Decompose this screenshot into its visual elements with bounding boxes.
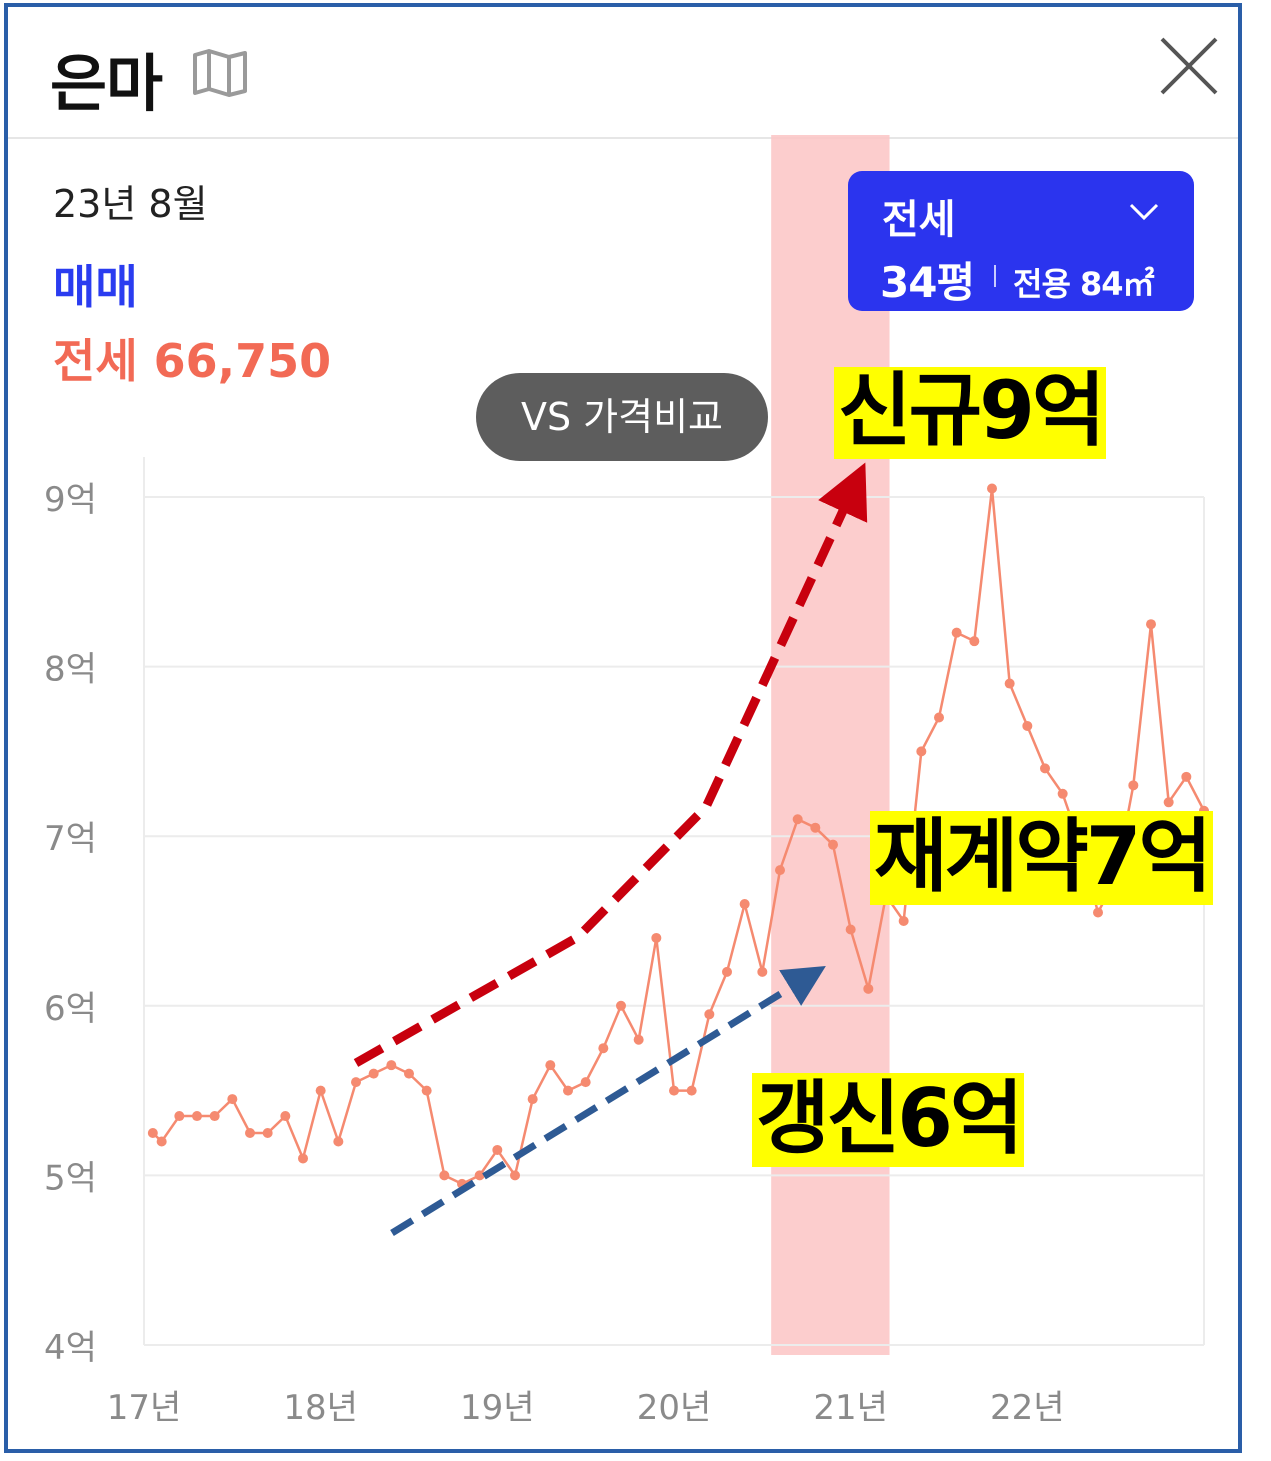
- y-tick-label: 4억: [44, 1328, 97, 1368]
- complex-title: 은마: [50, 47, 163, 120]
- data-point: [775, 865, 785, 876]
- callout-recontract: 재계약7억: [870, 811, 1214, 905]
- data-point: [951, 627, 962, 638]
- trade-price-label: 매매: [53, 260, 138, 314]
- panel-header: 은마: [8, 7, 1238, 139]
- data-point: [209, 1111, 220, 1122]
- y-tick-label: 6억: [44, 989, 97, 1029]
- data-point: [492, 1144, 503, 1155]
- selector-size: 34평: [880, 258, 975, 307]
- data-point: [147, 1128, 158, 1138]
- data-point: [298, 1153, 308, 1164]
- data-point: [439, 1170, 450, 1181]
- data-point: [845, 924, 856, 935]
- highlight-band: [771, 135, 890, 1355]
- callout-renewal: 갱신6억: [752, 1073, 1025, 1167]
- data-point: [598, 1043, 609, 1054]
- data-point: [669, 1085, 679, 1096]
- y-tick-label: 7억: [44, 819, 97, 859]
- data-point: [545, 1060, 556, 1071]
- data-point: [1022, 720, 1033, 731]
- data-point: [863, 983, 874, 994]
- data-point: [633, 1034, 644, 1045]
- selector-type: 전세: [882, 197, 956, 243]
- selected-date: 23년 8월: [53, 182, 208, 226]
- data-point: [828, 839, 838, 850]
- data-point: [810, 822, 821, 833]
- data-point: [563, 1085, 573, 1096]
- data-point: [1004, 678, 1015, 689]
- x-tick-label: 19년: [460, 1388, 535, 1428]
- data-point: [651, 932, 662, 943]
- data-point: [1146, 619, 1156, 630]
- data-point: [315, 1085, 326, 1096]
- data-point: [474, 1170, 485, 1181]
- data-point: [245, 1128, 255, 1138]
- data-point: [1040, 763, 1050, 774]
- x-tick-label: 18년: [283, 1388, 358, 1428]
- data-point: [527, 1094, 538, 1105]
- chart-panel: 은마 23년 8월 매매 전세 66,750 9억 8억 7억 6억 5억 4억 17년 18…: [4, 3, 1242, 1453]
- data-point: [934, 712, 944, 723]
- y-tick-label: 9억: [44, 480, 97, 520]
- close-icon[interactable]: [1158, 35, 1220, 97]
- data-point: [969, 636, 980, 647]
- data-point: [510, 1170, 520, 1181]
- data-point: [739, 899, 750, 910]
- callout-new: 신규9억: [834, 367, 1107, 459]
- data-point: [616, 1000, 626, 1011]
- chevron-down-icon: [1129, 203, 1159, 221]
- y-tick-label: 8억: [44, 650, 97, 690]
- data-point: [192, 1111, 202, 1122]
- data-point: [704, 1009, 715, 1020]
- data-point: [421, 1085, 432, 1096]
- data-point: [156, 1136, 167, 1147]
- data-point: [987, 483, 997, 494]
- data-point: [333, 1136, 344, 1147]
- data-point: [368, 1068, 379, 1079]
- map-icon[interactable]: [191, 49, 249, 97]
- x-tick-label: 21년: [813, 1388, 888, 1428]
- data-point: [262, 1128, 273, 1138]
- data-point: [351, 1077, 361, 1088]
- selector-divider: [994, 265, 996, 287]
- x-tick-label: 20년: [637, 1388, 712, 1428]
- data-point: [898, 916, 909, 926]
- data-point: [1181, 771, 1192, 782]
- data-point: [1093, 907, 1103, 918]
- price-compare-button[interactable]: VS 가격비교: [476, 373, 768, 461]
- data-point: [792, 814, 803, 825]
- data-point: [722, 966, 732, 977]
- type-size-selector[interactable]: 전세 34평 전용 84㎡: [848, 171, 1194, 311]
- data-point: [174, 1111, 185, 1122]
- jeonse-price-label: 전세 66,750: [53, 334, 332, 388]
- data-point: [280, 1111, 291, 1122]
- x-tick-label: 22년: [990, 1388, 1065, 1428]
- data-point: [916, 746, 927, 757]
- data-point: [686, 1085, 697, 1096]
- data-point: [1163, 797, 1174, 808]
- data-point: [1128, 780, 1139, 791]
- selector-area: 전용 84㎡: [1013, 265, 1155, 303]
- y-tick-label: 5억: [44, 1158, 97, 1198]
- data-point: [404, 1068, 414, 1079]
- data-point: [386, 1060, 397, 1071]
- trend-arrow-renewal: [390, 965, 826, 1236]
- data-point: [757, 966, 768, 977]
- data-point: [580, 1077, 591, 1088]
- x-tick-label: 17년: [107, 1388, 182, 1428]
- data-point: [1057, 788, 1068, 799]
- data-point: [227, 1094, 238, 1105]
